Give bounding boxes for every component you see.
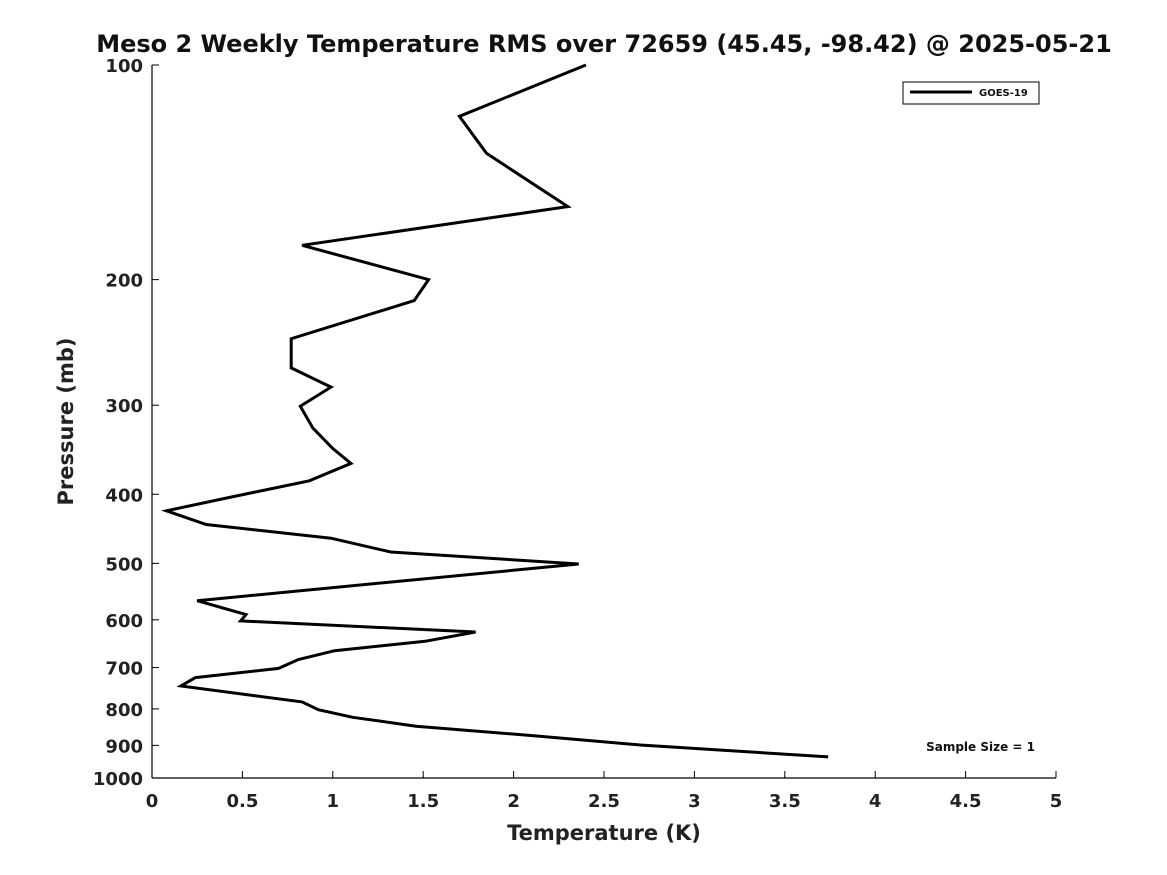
x-ticks: 0 0.5 1 1.5 2 2.5 3 3.5 4 4.5 5 — [146, 771, 1063, 812]
y-tick-label: 100 — [105, 56, 143, 77]
x-tick-label: 3.5 — [769, 791, 801, 812]
x-tick-label: 2.5 — [588, 791, 620, 812]
x-axis-label: Temperature (K) — [507, 821, 701, 845]
x-tick-label: 5 — [1050, 791, 1063, 812]
y-axis-label: Pressure (mb) — [54, 338, 78, 506]
y-ticks: 100 200 300 400 500 600 700 800 900 1000 — [93, 56, 159, 790]
x-tick-label: 2 — [507, 791, 520, 812]
x-tick-label: 4 — [869, 791, 882, 812]
chart-title: Meso 2 Weekly Temperature RMS over 72659… — [96, 30, 1112, 58]
y-tick-label: 600 — [105, 611, 143, 632]
y-tick-label: 200 — [105, 271, 143, 292]
legend: GOES-19 — [902, 81, 1040, 105]
y-tick-label: 1000 — [93, 769, 143, 790]
legend-label-goes-19: GOES-19 — [979, 88, 1028, 99]
y-tick-label: 400 — [105, 485, 143, 506]
x-tick-label: 1.5 — [407, 791, 439, 812]
x-tick-label: 0.5 — [226, 791, 258, 812]
x-tick-label: 3 — [688, 791, 701, 812]
y-tick-label: 500 — [105, 554, 143, 575]
sample-size-annotation: Sample Size = 1 — [926, 740, 1035, 754]
y-tick-label: 300 — [105, 396, 143, 417]
series-line-goes-19 — [160, 63, 829, 759]
x-tick-label: 1 — [327, 791, 340, 812]
y-tick-label: 700 — [105, 659, 143, 680]
x-tick-label: 4.5 — [950, 791, 982, 812]
x-tick-label: 0 — [146, 791, 159, 812]
y-tick-label: 800 — [105, 700, 143, 721]
series-group — [160, 63, 829, 759]
y-tick-label: 900 — [105, 736, 143, 757]
